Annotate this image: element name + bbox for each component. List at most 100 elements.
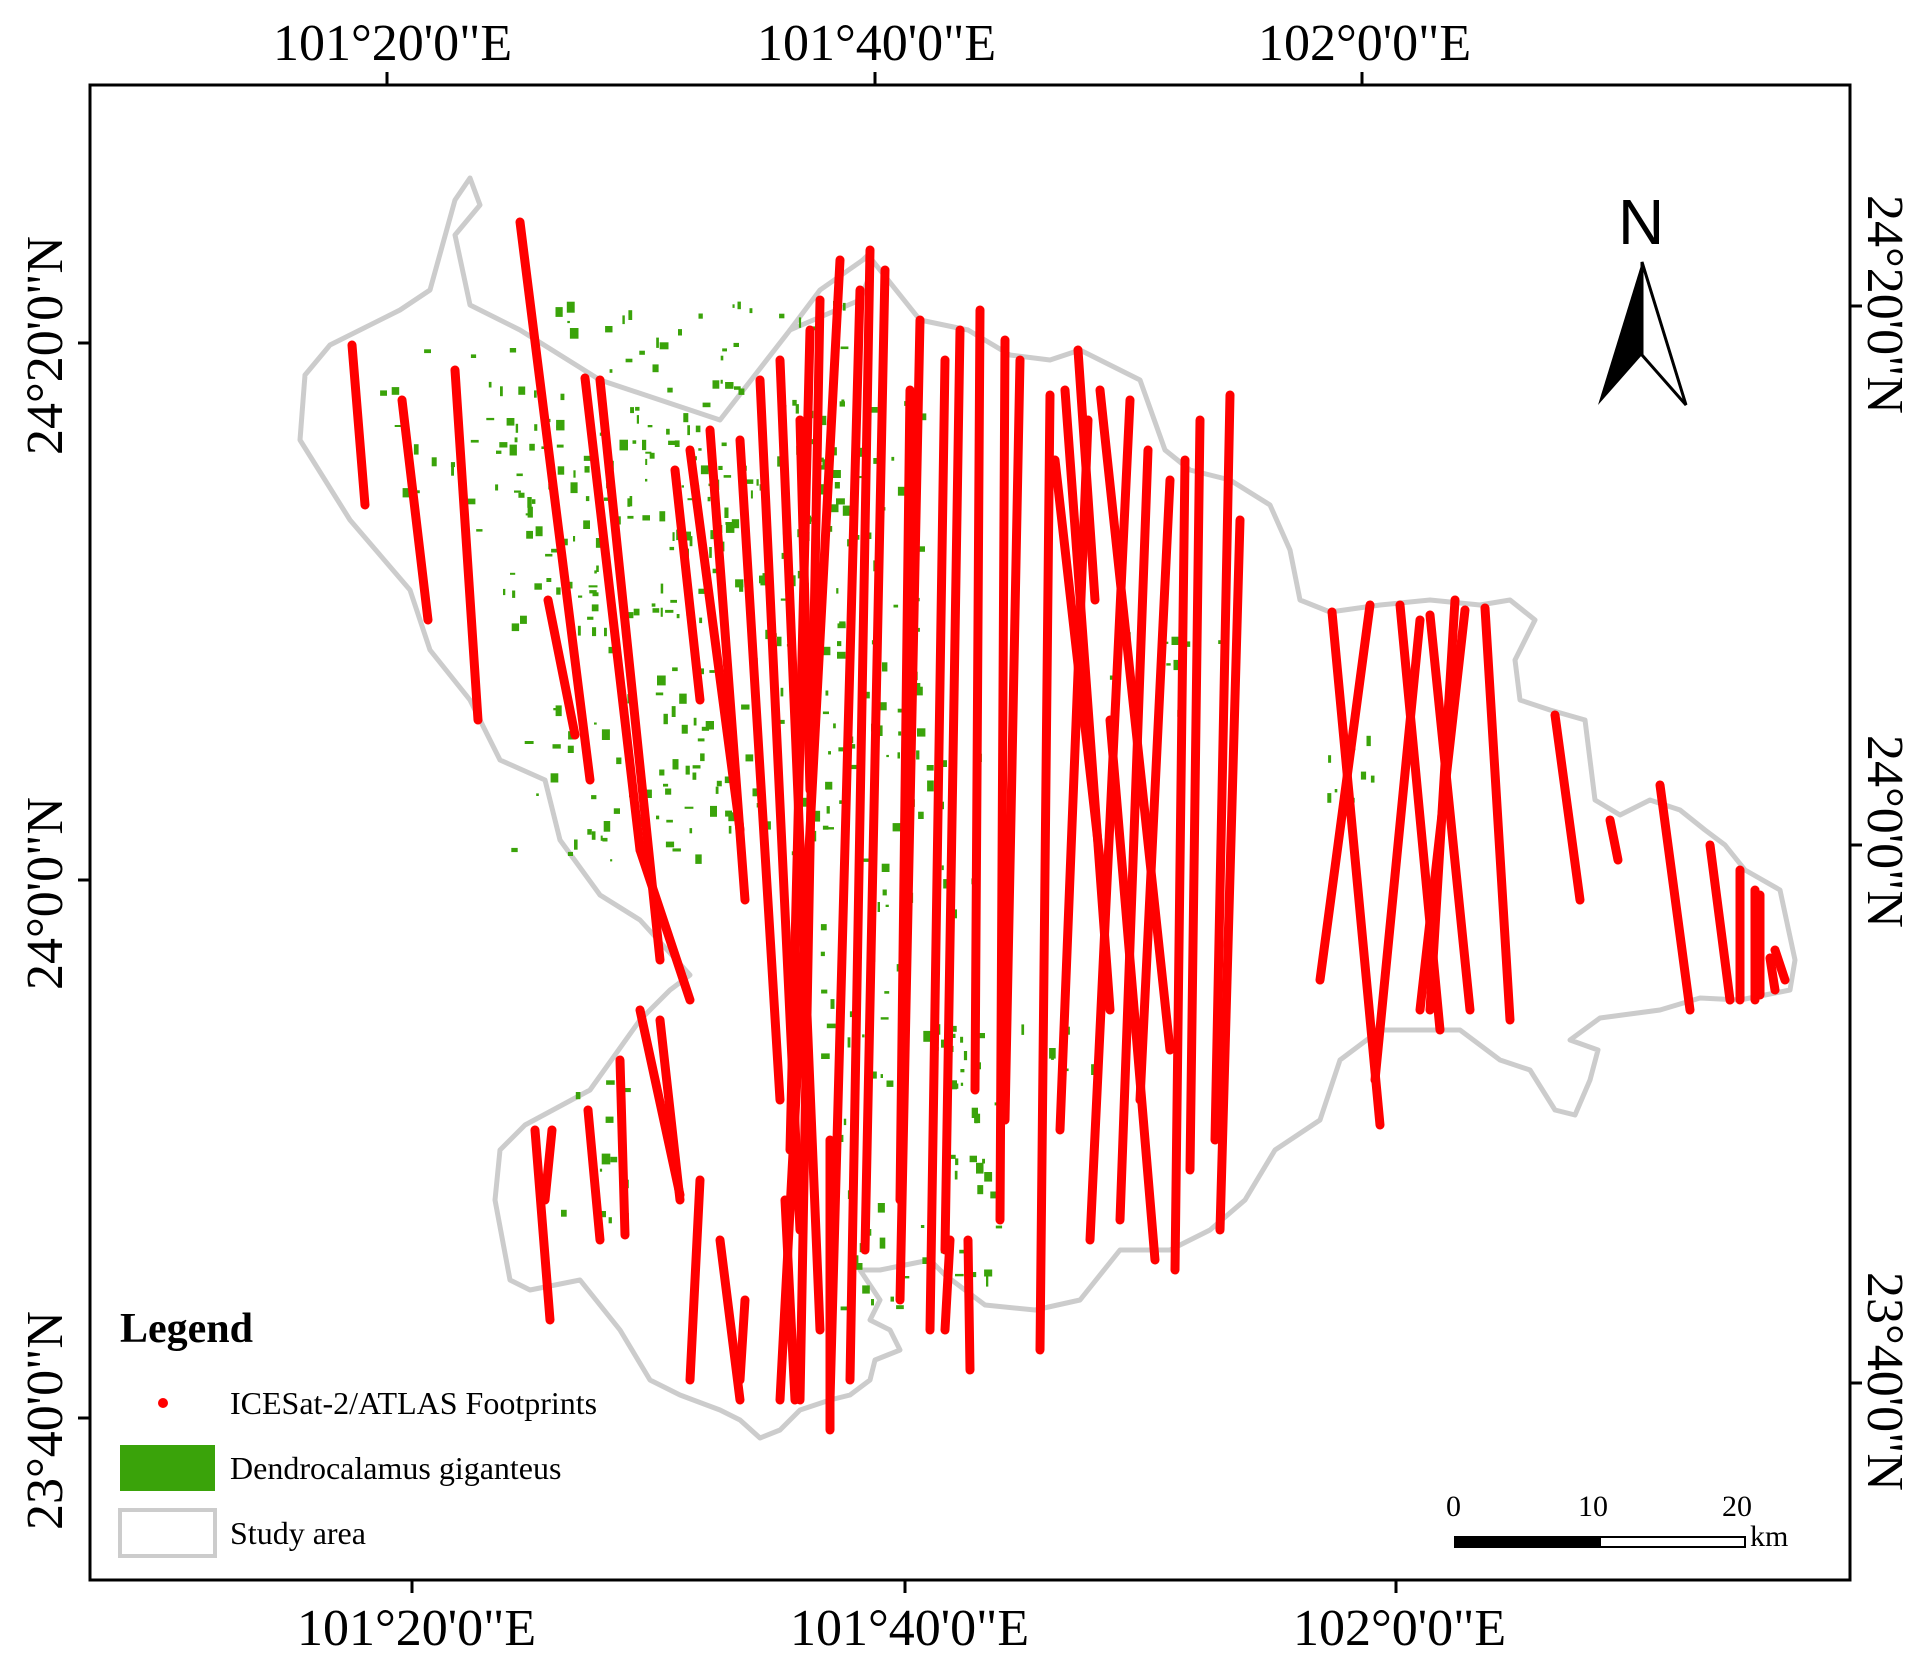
vegetation-patch [514, 490, 521, 493]
vegetation-patch [798, 317, 802, 328]
vegetation-patch [601, 1153, 611, 1165]
vegetation-patch [652, 364, 659, 373]
vegetation-patch [609, 369, 613, 373]
vegetation-patch [667, 387, 673, 393]
vegetation-patch [665, 841, 675, 848]
vegetation-patch [699, 617, 703, 624]
vegetation-patch [1328, 755, 1332, 763]
vegetation-patch [766, 821, 771, 830]
vegetation-patch [509, 444, 517, 456]
vegetation-patch [839, 401, 845, 407]
vegetation-patch [476, 529, 483, 532]
vegetation-patch [880, 1017, 889, 1020]
vegetation-patch [898, 731, 902, 736]
footprint-track [583, 1105, 605, 1245]
vegetation-patch [683, 413, 689, 423]
vegetation-patch [555, 307, 563, 317]
vegetation-patch [963, 1051, 968, 1061]
vegetation-patch [974, 1118, 978, 1124]
vegetation-patch [660, 607, 663, 617]
vegetation-patch [645, 478, 648, 482]
vegetation-patch [656, 337, 659, 348]
vegetation-patch [779, 313, 785, 319]
vegetation-patch [820, 951, 825, 957]
vegetation-patch [795, 404, 799, 414]
scale-tick-label: 20 [1722, 1490, 1752, 1523]
vegetation-patch [546, 578, 552, 582]
vegetation-patch [990, 1191, 998, 1199]
vegetation-patch [825, 690, 829, 696]
vegetation-patch [622, 315, 625, 325]
vegetation-patch [842, 302, 846, 311]
vegetation-patch [1091, 1064, 1096, 1075]
vegetation-patch [516, 473, 523, 477]
vegetation-patch [594, 570, 597, 574]
vegetation-patch [676, 614, 680, 619]
vegetation-patch [534, 583, 542, 590]
vegetation-patch [877, 1203, 885, 1213]
vegetation-patch [567, 320, 570, 324]
vegetation-patch [821, 989, 828, 994]
vegetation-patch [672, 848, 681, 852]
vegetation-patch [413, 444, 419, 455]
footprint-track [785, 325, 815, 1155]
vegetation-patch [707, 496, 711, 502]
vegetation-patch [663, 783, 669, 787]
vegetation-patch [555, 705, 562, 717]
vegetation-patch [880, 1074, 883, 1078]
vegetation-patch [893, 604, 899, 608]
vegetation-patch [721, 442, 727, 447]
left-ticks [78, 341, 90, 1420]
vegetation-patch [692, 772, 697, 780]
vegetation-patch [884, 991, 890, 994]
vegetation-patch [604, 627, 607, 637]
footprint-track [705, 425, 750, 905]
vegetation-patch [821, 1053, 830, 1059]
vegetation-patch [822, 459, 827, 467]
footprint-track [940, 1235, 955, 1335]
vegetation-patch [666, 428, 670, 435]
vegetation-patch [627, 498, 631, 507]
icesat-footprints [347, 217, 1790, 1435]
vegetation-patch [942, 760, 947, 767]
footprint-track [580, 373, 645, 855]
vegetation-patch [741, 704, 750, 710]
vegetation-patch [645, 458, 648, 465]
vegetation-patch [969, 1155, 977, 1163]
vegetation-patch [695, 425, 701, 433]
vegetation-patch [725, 810, 732, 817]
vegetation-patch [642, 439, 647, 451]
footprint-track [530, 1125, 555, 1325]
vegetation-patch [687, 425, 690, 436]
green-fill-icon [120, 1445, 215, 1491]
vegetation-patch [644, 789, 652, 798]
vegetation-patch [916, 686, 923, 696]
vegetation-patch [735, 579, 744, 588]
vegetation-patch [495, 484, 499, 491]
vegetation-patch [659, 769, 665, 776]
vegetation-patch [926, 765, 934, 771]
vegetation-patch [594, 722, 597, 725]
vegetation-patch [822, 825, 829, 830]
vegetation-patch [1186, 641, 1191, 647]
vegetation-patch [431, 457, 437, 467]
vegetation-patch [659, 511, 666, 522]
vegetation-patch [1370, 775, 1375, 783]
vegetation-patch [780, 687, 784, 697]
footprint-track [1135, 475, 1175, 1105]
vegetation-patch [470, 439, 479, 443]
vegetation-patch [780, 598, 786, 601]
vegetation-patch [380, 390, 387, 396]
vegetation-patch [732, 304, 735, 308]
footprint-track [595, 375, 665, 965]
vegetation-patch [689, 536, 693, 547]
vegetation-patch [651, 603, 656, 607]
vegetation-patch [698, 448, 702, 451]
vegetation-patch [722, 348, 727, 352]
vegetation-patch [550, 773, 559, 783]
footprint-track [540, 1125, 557, 1205]
vegetation-patch [756, 479, 759, 486]
footprint-track [780, 1195, 800, 1405]
vegetation-patch [822, 711, 829, 715]
